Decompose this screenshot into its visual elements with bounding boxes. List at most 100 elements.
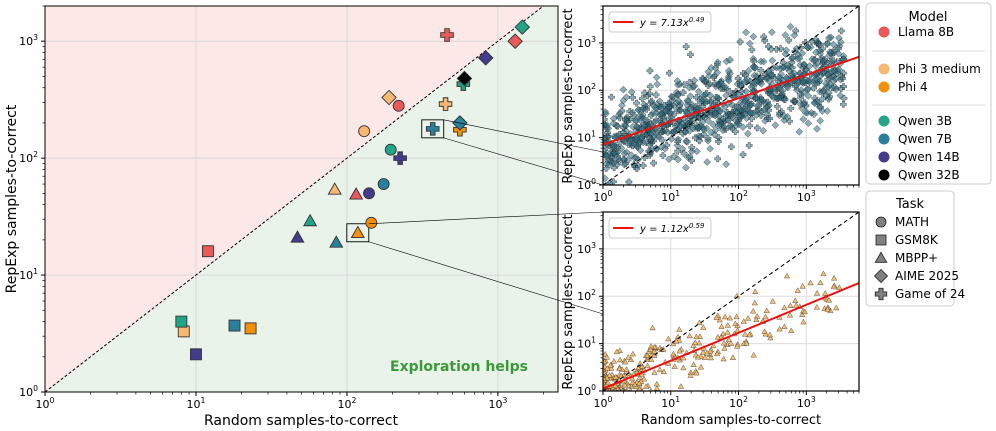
inset-point bbox=[616, 356, 624, 363]
inset-point bbox=[732, 320, 739, 326]
inset-point bbox=[736, 38, 744, 46]
inset-point bbox=[807, 279, 814, 286]
inset-point bbox=[653, 380, 660, 387]
inset-point bbox=[622, 93, 631, 101]
inset-point bbox=[760, 33, 768, 41]
inset-point bbox=[783, 113, 792, 121]
inset-point bbox=[749, 32, 758, 41]
inset-point bbox=[609, 119, 618, 128]
inset-point bbox=[652, 73, 661, 82]
inset-point bbox=[787, 302, 794, 308]
inset-point bbox=[670, 340, 677, 347]
inset-point bbox=[637, 134, 646, 142]
inset-point bbox=[669, 93, 677, 101]
inset-point bbox=[686, 153, 694, 161]
inset-point bbox=[766, 90, 775, 98]
inset-point bbox=[817, 103, 824, 111]
legend-task-gsm8k: GSM8K bbox=[895, 233, 939, 247]
inset-point bbox=[802, 39, 809, 46]
inset-point bbox=[695, 124, 702, 132]
inset-point bbox=[813, 125, 821, 133]
inset-point bbox=[604, 379, 612, 386]
inset-point bbox=[648, 97, 655, 105]
inset-point bbox=[696, 137, 703, 145]
y-tick-label: 102 bbox=[19, 150, 38, 165]
inset-top-fit-legend: y = 7.13x0.49 bbox=[608, 11, 712, 33]
inset-point bbox=[823, 107, 832, 115]
inset-point bbox=[610, 358, 618, 364]
inset-point bbox=[813, 304, 820, 310]
inset-point bbox=[676, 347, 683, 354]
inset-point bbox=[840, 101, 847, 108]
inset-point bbox=[825, 297, 833, 303]
inset-point bbox=[711, 64, 720, 72]
inset-point bbox=[703, 90, 710, 97]
inset-bottom-frame bbox=[602, 211, 860, 392]
inset-point bbox=[646, 134, 654, 142]
inset-point bbox=[801, 308, 808, 315]
inset-point bbox=[653, 80, 662, 89]
inset-point bbox=[778, 90, 786, 98]
inset-point bbox=[748, 46, 756, 54]
inset-point bbox=[834, 49, 843, 58]
inset-point bbox=[743, 340, 750, 346]
x-tick-label: 100 bbox=[36, 396, 55, 411]
inset-point bbox=[629, 350, 636, 357]
inset-point bbox=[641, 154, 649, 161]
inset-point bbox=[659, 152, 667, 159]
inset-point bbox=[652, 116, 661, 125]
inset-point bbox=[652, 91, 660, 99]
inset-point bbox=[711, 111, 720, 120]
inset-point bbox=[786, 312, 793, 318]
inset-point bbox=[676, 122, 685, 131]
inset-point bbox=[798, 49, 806, 57]
inset-point bbox=[608, 93, 615, 101]
inset-point bbox=[723, 112, 730, 119]
inset-point bbox=[746, 331, 753, 338]
inset-point bbox=[824, 306, 831, 312]
inset-point bbox=[665, 335, 672, 342]
inset-point bbox=[607, 157, 614, 165]
point-qwen-14b-mbpp- bbox=[290, 230, 305, 243]
diagonal-line bbox=[45, 6, 544, 392]
inset-point bbox=[759, 57, 768, 66]
inset-point bbox=[791, 97, 799, 105]
legend-label-phi-4: Phi 4 bbox=[898, 80, 928, 94]
inset-point bbox=[799, 311, 806, 317]
inset-point bbox=[757, 67, 765, 74]
inset-point bbox=[816, 41, 823, 48]
inset-point bbox=[647, 346, 654, 352]
inset-point bbox=[640, 375, 648, 382]
y-tick-label: 101 bbox=[577, 336, 596, 351]
inset-point bbox=[603, 121, 612, 130]
inset-point bbox=[750, 352, 757, 358]
inset-point bbox=[713, 58, 722, 67]
inset-point bbox=[769, 298, 776, 304]
inset-point bbox=[810, 99, 819, 108]
inset-point bbox=[816, 117, 824, 125]
inset-point bbox=[643, 106, 650, 113]
inset-point bbox=[656, 366, 663, 373]
inset-point bbox=[639, 162, 647, 169]
inset-point bbox=[825, 34, 833, 42]
inset-point bbox=[617, 144, 626, 152]
inset-point bbox=[636, 380, 643, 386]
inset-point bbox=[694, 353, 702, 360]
legend-marker-aime-2025 bbox=[873, 268, 889, 284]
y-tick-label: 102 bbox=[577, 82, 596, 97]
inset-point bbox=[746, 122, 754, 130]
inset-point bbox=[703, 350, 711, 356]
inset-point bbox=[649, 324, 656, 331]
legend-swatch-qwen-14b bbox=[878, 151, 890, 163]
inset-bottom-fit-exponent: 0.59 bbox=[689, 222, 705, 230]
inset-point bbox=[836, 284, 843, 290]
inset-point bbox=[653, 385, 661, 391]
point-phi-3-medium-game-of-24 bbox=[438, 97, 453, 111]
inset-point bbox=[725, 76, 733, 85]
point-qwen-3b-gsm8k bbox=[175, 315, 188, 328]
legend-marker-math bbox=[875, 216, 887, 228]
inset-point bbox=[753, 124, 761, 132]
inset-diagonal bbox=[603, 6, 859, 185]
inset-point bbox=[635, 364, 642, 371]
inset-point bbox=[766, 331, 773, 338]
